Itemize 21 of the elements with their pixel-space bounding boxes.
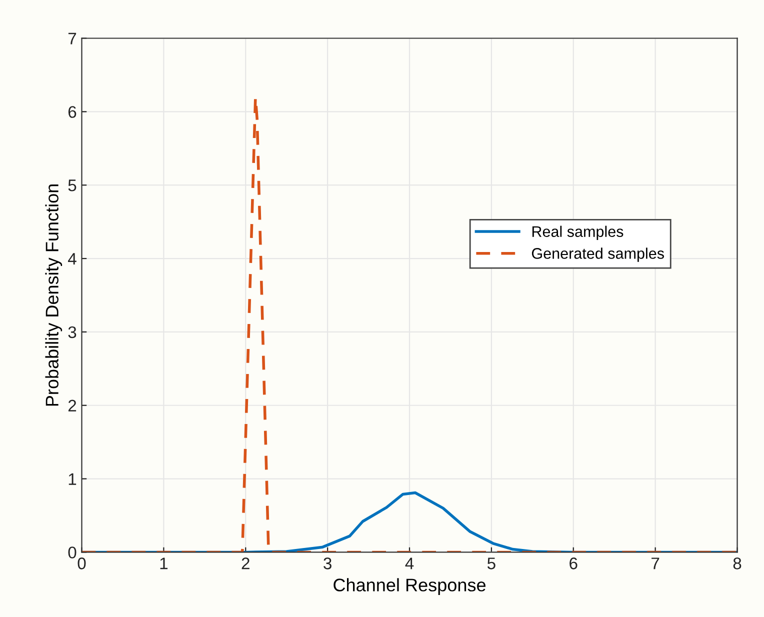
y-tick-label: 5 <box>68 180 76 192</box>
x-tick-label: 5 <box>487 558 496 570</box>
y-tick-label: 1 <box>68 473 76 485</box>
x-tick-label: 0 <box>78 558 86 570</box>
y-tick-label: 2 <box>68 400 76 412</box>
y-tick-label: 4 <box>68 253 76 265</box>
y-tick-label: 0 <box>68 546 76 558</box>
legend-label: Generated samples <box>532 248 664 262</box>
x-tick-label: 3 <box>324 558 332 570</box>
legend-label: Real samples <box>532 226 624 240</box>
x-tick-label: 8 <box>733 558 742 570</box>
x-tick-label: 4 <box>405 558 414 570</box>
y-tick-label: 6 <box>68 106 76 118</box>
x-tick-label: 7 <box>652 558 660 570</box>
x-tick-label: 1 <box>160 558 168 570</box>
y-tick-label: 7 <box>68 32 76 44</box>
x-tick-label: 6 <box>570 558 578 570</box>
x-tick-label: 2 <box>242 558 250 570</box>
y-axis-title: Probability Density Function <box>45 184 62 406</box>
x-axis-title: Channel Response <box>334 578 486 595</box>
y-tick-label: 3 <box>68 326 76 338</box>
